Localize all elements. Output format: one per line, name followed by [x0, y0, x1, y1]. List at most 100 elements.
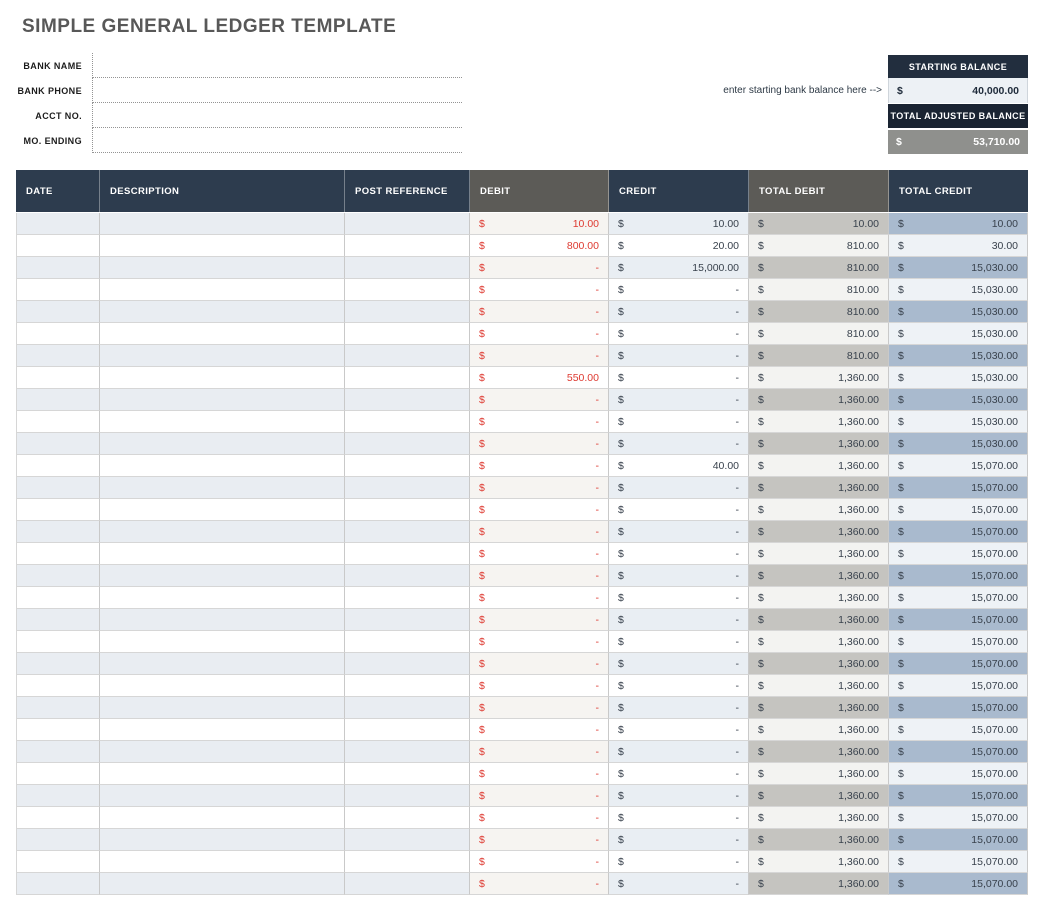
cell-post-reference[interactable]: [345, 455, 470, 477]
cell-total-debit[interactable]: $1,360.00: [749, 587, 889, 609]
cell-total-credit[interactable]: $15,070.00: [889, 675, 1028, 697]
cell-date[interactable]: [16, 873, 100, 895]
cell-description[interactable]: [100, 675, 345, 697]
cell-credit[interactable]: $ -: [609, 741, 749, 763]
cell-total-credit[interactable]: $15,070.00: [889, 499, 1028, 521]
cell-total-credit[interactable]: $15,070.00: [889, 587, 1028, 609]
cell-total-debit[interactable]: $810.00: [749, 301, 889, 323]
cell-description[interactable]: [100, 499, 345, 521]
cell-description[interactable]: [100, 257, 345, 279]
cell-total-credit[interactable]: $15,030.00: [889, 257, 1028, 279]
cell-total-credit[interactable]: $30.00: [889, 235, 1028, 257]
cell-debit[interactable]: $ -: [470, 741, 609, 763]
cell-post-reference[interactable]: [345, 587, 470, 609]
cell-debit[interactable]: $ -: [470, 257, 609, 279]
cell-post-reference[interactable]: [345, 213, 470, 235]
cell-post-reference[interactable]: [345, 719, 470, 741]
cell-post-reference[interactable]: [345, 477, 470, 499]
cell-credit[interactable]: $ -: [609, 807, 749, 829]
cell-date[interactable]: [16, 565, 100, 587]
cell-total-credit[interactable]: $15,070.00: [889, 477, 1028, 499]
cell-total-credit[interactable]: $15,070.00: [889, 785, 1028, 807]
cell-credit[interactable]: $ -: [609, 301, 749, 323]
cell-debit[interactable]: $ -: [470, 323, 609, 345]
cell-date[interactable]: [16, 345, 100, 367]
cell-debit[interactable]: $ -: [470, 719, 609, 741]
cell-total-debit[interactable]: $1,360.00: [749, 741, 889, 763]
cell-description[interactable]: [100, 719, 345, 741]
cell-post-reference[interactable]: [345, 301, 470, 323]
cell-total-debit[interactable]: $1,360.00: [749, 411, 889, 433]
cell-debit[interactable]: $ -: [470, 455, 609, 477]
cell-date[interactable]: [16, 653, 100, 675]
adjusted-balance-cell[interactable]: $ 53,710.00: [888, 130, 1028, 154]
cell-description[interactable]: [100, 851, 345, 873]
mo-ending-field[interactable]: [92, 128, 462, 153]
cell-total-credit[interactable]: $15,070.00: [889, 829, 1028, 851]
cell-total-debit[interactable]: $1,360.00: [749, 851, 889, 873]
cell-total-debit[interactable]: $10.00: [749, 213, 889, 235]
cell-credit[interactable]: $ -: [609, 653, 749, 675]
cell-post-reference[interactable]: [345, 521, 470, 543]
cell-debit[interactable]: $ -: [470, 587, 609, 609]
cell-total-credit[interactable]: $15,070.00: [889, 873, 1028, 895]
cell-debit[interactable]: $ -: [470, 829, 609, 851]
cell-date[interactable]: [16, 499, 100, 521]
cell-total-debit[interactable]: $1,360.00: [749, 455, 889, 477]
cell-total-credit[interactable]: $15,030.00: [889, 279, 1028, 301]
cell-debit[interactable]: $ -: [470, 631, 609, 653]
cell-post-reference[interactable]: [345, 873, 470, 895]
cell-credit[interactable]: $ -: [609, 697, 749, 719]
cell-debit[interactable]: $ -: [470, 411, 609, 433]
cell-date[interactable]: [16, 455, 100, 477]
cell-credit[interactable]: $ -: [609, 345, 749, 367]
cell-total-credit[interactable]: $15,070.00: [889, 609, 1028, 631]
cell-total-debit[interactable]: $1,360.00: [749, 521, 889, 543]
cell-total-credit[interactable]: $10.00: [889, 213, 1028, 235]
cell-date[interactable]: [16, 719, 100, 741]
cell-total-debit[interactable]: $1,360.00: [749, 719, 889, 741]
cell-debit[interactable]: $ -: [470, 697, 609, 719]
cell-post-reference[interactable]: [345, 235, 470, 257]
cell-credit[interactable]: $15,000.00: [609, 257, 749, 279]
bank-phone-field[interactable]: [92, 78, 462, 103]
cell-debit[interactable]: $ -: [470, 851, 609, 873]
cell-description[interactable]: [100, 741, 345, 763]
cell-description[interactable]: [100, 543, 345, 565]
cell-post-reference[interactable]: [345, 653, 470, 675]
cell-description[interactable]: [100, 301, 345, 323]
cell-date[interactable]: [16, 697, 100, 719]
cell-description[interactable]: [100, 389, 345, 411]
cell-debit[interactable]: $ -: [470, 653, 609, 675]
cell-credit[interactable]: $ -: [609, 675, 749, 697]
cell-description[interactable]: [100, 697, 345, 719]
cell-date[interactable]: [16, 521, 100, 543]
cell-description[interactable]: [100, 323, 345, 345]
cell-credit[interactable]: $ -: [609, 873, 749, 895]
cell-post-reference[interactable]: [345, 785, 470, 807]
cell-debit[interactable]: $ -: [470, 389, 609, 411]
cell-total-debit[interactable]: $1,360.00: [749, 829, 889, 851]
cell-total-credit[interactable]: $15,070.00: [889, 719, 1028, 741]
cell-debit[interactable]: $800.00: [470, 235, 609, 257]
cell-credit[interactable]: $ -: [609, 565, 749, 587]
cell-debit[interactable]: $ -: [470, 675, 609, 697]
cell-date[interactable]: [16, 213, 100, 235]
cell-date[interactable]: [16, 851, 100, 873]
cell-post-reference[interactable]: [345, 829, 470, 851]
cell-date[interactable]: [16, 411, 100, 433]
cell-post-reference[interactable]: [345, 697, 470, 719]
cell-total-debit[interactable]: $1,360.00: [749, 477, 889, 499]
cell-description[interactable]: [100, 873, 345, 895]
cell-post-reference[interactable]: [345, 345, 470, 367]
cell-total-credit[interactable]: $15,070.00: [889, 851, 1028, 873]
cell-post-reference[interactable]: [345, 631, 470, 653]
cell-total-debit[interactable]: $1,360.00: [749, 763, 889, 785]
cell-debit[interactable]: $ -: [470, 609, 609, 631]
cell-total-credit[interactable]: $15,070.00: [889, 543, 1028, 565]
cell-total-credit[interactable]: $15,030.00: [889, 301, 1028, 323]
cell-total-credit[interactable]: $15,030.00: [889, 345, 1028, 367]
cell-total-debit[interactable]: $810.00: [749, 323, 889, 345]
cell-credit[interactable]: $ -: [609, 279, 749, 301]
cell-total-debit[interactable]: $1,360.00: [749, 609, 889, 631]
